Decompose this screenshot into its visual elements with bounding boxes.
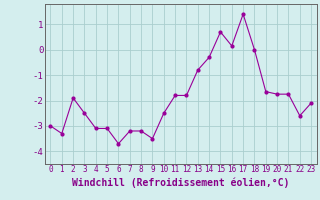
- X-axis label: Windchill (Refroidissement éolien,°C): Windchill (Refroidissement éolien,°C): [72, 177, 290, 188]
